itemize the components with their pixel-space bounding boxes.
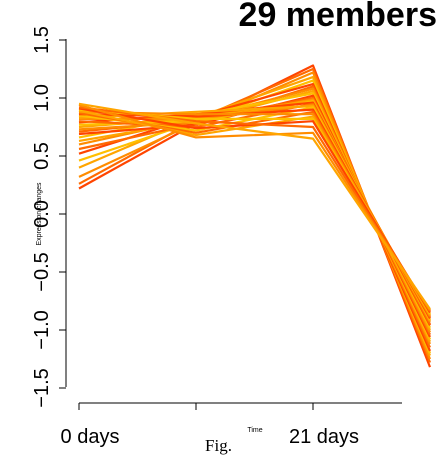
- y-axis-label: Expression changes: [36, 182, 43, 246]
- series-line: [78, 109, 431, 316]
- series-line: [78, 106, 431, 321]
- series-line: [78, 108, 431, 319]
- x-axis-label: Time: [247, 427, 262, 434]
- y-tick-label: −1.0: [31, 310, 53, 349]
- x-axis: 0 days 21 days: [61, 402, 402, 448]
- series-line: [78, 107, 431, 314]
- series-line: [78, 103, 431, 311]
- y-tick-label: −1.5: [31, 368, 53, 407]
- y-tick-label: 1.0: [31, 84, 53, 112]
- x-tick-label: 0 days: [61, 426, 120, 448]
- series-line: [78, 108, 431, 315]
- y-tick-label: 0.0: [31, 200, 53, 228]
- figure-caption: Fig.: [205, 436, 232, 455]
- series-lines: [78, 64, 432, 368]
- y-tick-label: 0.5: [31, 142, 53, 170]
- chart-title: 29 members: [239, 0, 437, 34]
- y-tick-label: −0.5: [31, 252, 53, 291]
- y-axis: −1.5 −1.0 −0.5 0.0 0.5 1.0 1.5: [31, 26, 67, 408]
- series-line: [78, 102, 431, 310]
- y-tick-label: 1.5: [31, 26, 53, 54]
- x-tick-label: 21 days: [289, 426, 359, 448]
